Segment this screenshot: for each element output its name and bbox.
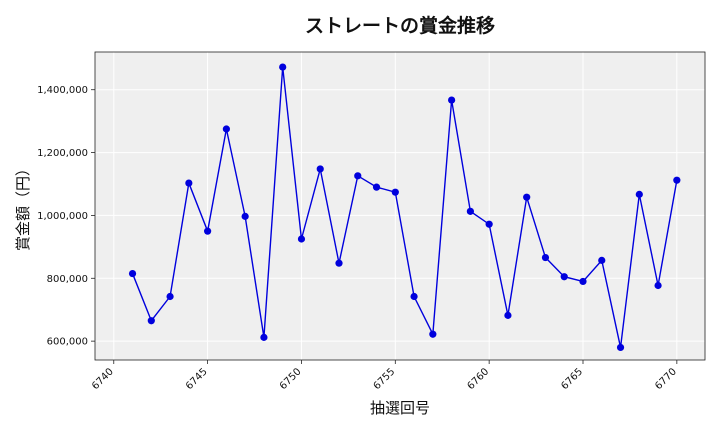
series-group (128, 63, 681, 352)
data-point (241, 212, 249, 220)
data-point (222, 125, 230, 133)
series-line (131, 67, 678, 348)
y-axis: 600,000 800,000 1,000,000 1,200,000 1,400,00… (37, 85, 95, 348)
y-tick-label: 600,000 (47, 337, 88, 348)
chart-title: ストレートの賞金推移 (305, 14, 495, 37)
data-point (166, 292, 174, 301)
data-point (410, 292, 418, 301)
data-point (616, 343, 625, 352)
plot-frame (94, 51, 706, 361)
data-point (297, 235, 306, 243)
y-tick-label: 800,000 (47, 274, 88, 285)
data-point (466, 207, 474, 215)
y-tick-label: 1,400,000 (37, 85, 88, 96)
data-point (523, 193, 531, 201)
data-point (429, 330, 437, 338)
data-point (185, 179, 193, 187)
y-tick-label: 1,000,000 (37, 211, 88, 222)
data-point (560, 273, 568, 281)
y-axis-label: 賞金額（円） (14, 161, 32, 251)
data-point (147, 317, 155, 325)
data-point (260, 333, 268, 341)
data-point (673, 176, 681, 184)
plot-area (95, 52, 705, 360)
x-axis-label: 抽選回号 (370, 399, 430, 417)
data-point (635, 190, 643, 198)
data-point (579, 277, 587, 286)
data-point (654, 281, 662, 290)
data-point (541, 253, 550, 262)
data-point (204, 227, 212, 235)
data-point (504, 311, 512, 319)
data-point (448, 96, 456, 104)
y-tick-label: 1,200,000 (37, 148, 88, 159)
data-point (598, 256, 606, 264)
grid (95, 52, 705, 360)
data-point (279, 63, 287, 71)
data-point (372, 183, 381, 191)
data-point (354, 172, 362, 180)
data-point (335, 259, 343, 267)
data-point (485, 220, 493, 228)
data-point (391, 188, 399, 196)
data-point (316, 165, 324, 173)
data-point (128, 269, 137, 278)
